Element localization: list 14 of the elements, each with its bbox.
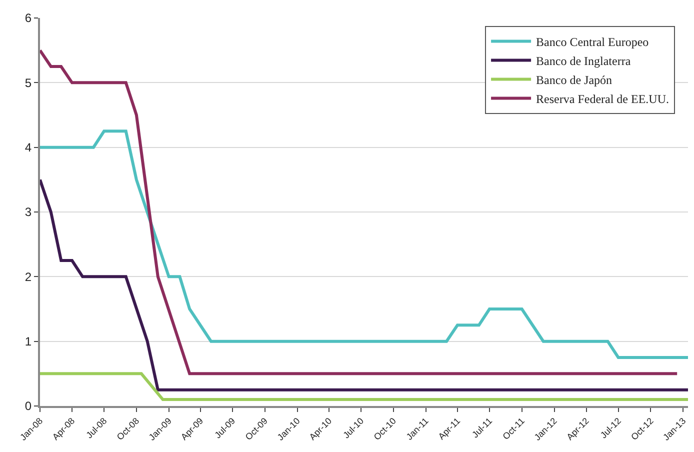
line-series: [40, 130, 688, 359]
line-series: [40, 178, 688, 392]
legend-label: Banco de Japón: [536, 72, 612, 87]
y-tick-label: 2: [24, 270, 32, 284]
line-series: [40, 48, 679, 376]
legend-label: Banco de Inglaterra: [536, 54, 632, 68]
y-tick-label: 0: [24, 399, 32, 414]
y-tick-label: 5: [24, 76, 32, 90]
y-tick-label: 1: [24, 334, 32, 349]
legend-label: Reserva Federal de EE.UU.: [536, 92, 669, 106]
legend-label: Banco Central Europeo: [536, 34, 649, 49]
y-tick-label: 3: [24, 205, 32, 220]
y-tick-label: 4: [24, 140, 32, 155]
y-tick-label: 6: [24, 11, 32, 26]
